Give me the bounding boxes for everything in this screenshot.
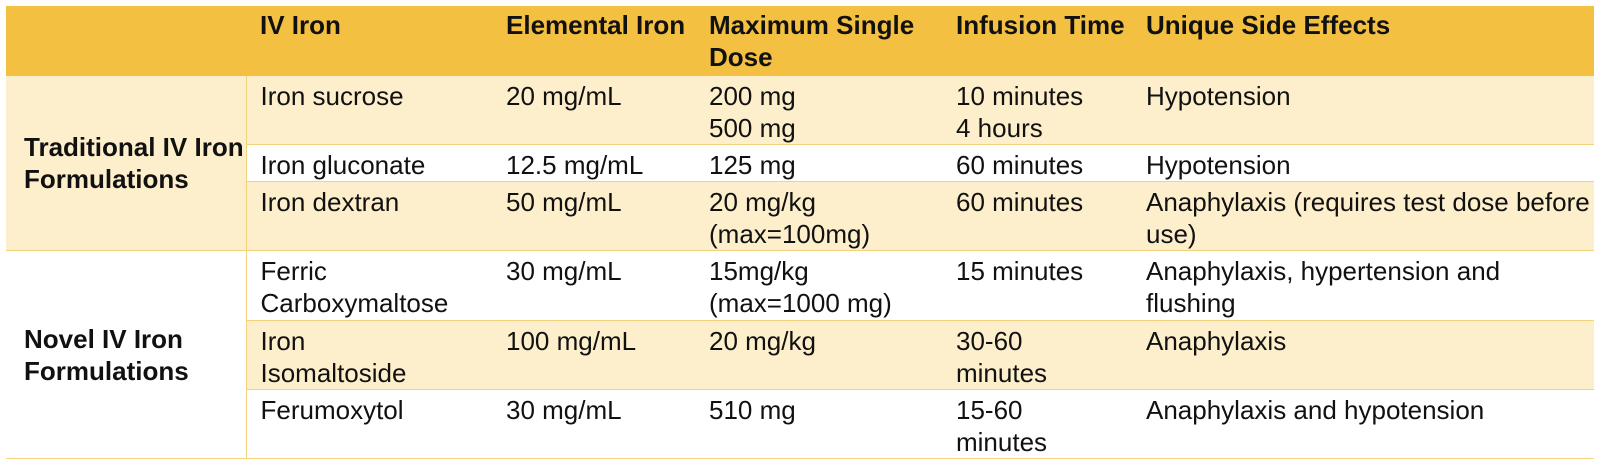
cell-infusion-time: 30-60 minutes xyxy=(942,320,1132,390)
cell-iv-iron: Iron sucrose xyxy=(246,76,492,145)
cell-iv-iron: Ferric Carboxymaltose xyxy=(246,250,492,321)
table-row: Traditional IV Iron Formulations Iron su… xyxy=(6,76,1594,251)
table-row: Iron Isomaltoside 100 mg/mL 20 mg/kg 30-… xyxy=(6,320,1594,390)
cell-side-effects: Hypotension xyxy=(1132,144,1594,182)
header-maximum-single-dose: Maximum Single Dose xyxy=(695,6,942,76)
max-dose-line: 15mg/kg xyxy=(709,256,809,286)
cell-elemental-iron: 30 mg/mL xyxy=(492,250,695,321)
cell-iv-iron: Iron dextran xyxy=(246,181,492,251)
group-label-novel: Novel IV Iron Formulations xyxy=(6,250,247,459)
cell-max-dose: 20 mg/kg (max=100mg) xyxy=(695,181,942,251)
cell-side-effects: Anaphylaxis, hypertension and flushing xyxy=(1132,250,1594,321)
infusion-time-line: 4 hours xyxy=(956,113,1043,143)
iv-iron-table: IV Iron Elemental Iron Maximum Single Do… xyxy=(6,6,1594,459)
cell-elemental-iron: 30 mg/mL xyxy=(492,389,695,459)
table-row: Novel IV Iron Formulations Ferric Carbox… xyxy=(6,250,1594,459)
cell-elemental-iron: 20 mg/mL xyxy=(492,76,695,145)
group-label-traditional: Traditional IV Iron Formulations xyxy=(6,76,247,251)
max-dose-line: 200 mg xyxy=(709,81,796,111)
cell-elemental-iron: 12.5 mg/mL xyxy=(492,144,695,182)
header-unique-side-effects: Unique Side Effects xyxy=(1132,6,1594,76)
cell-side-effects: Anaphylaxis (requires test dose before u… xyxy=(1132,181,1594,251)
max-dose-line: 510 mg xyxy=(709,395,796,425)
cell-side-effects: Anaphylaxis and hypotension xyxy=(1132,389,1594,459)
cell-infusion-time: 60 minutes xyxy=(942,181,1132,251)
cell-infusion-time: 60 minutes xyxy=(942,144,1132,182)
table-row: Iron dextran 50 mg/mL 20 mg/kg (max=100m… xyxy=(6,181,1594,251)
cell-elemental-iron: 50 mg/mL xyxy=(492,181,695,251)
infusion-time-line: 15 minutes xyxy=(956,256,1084,286)
cell-max-dose: 510 mg xyxy=(695,389,942,459)
infusion-time-line: 10 minutes xyxy=(956,81,1084,111)
cell-side-effects: Anaphylaxis xyxy=(1132,320,1594,390)
cell-infusion-time: 15 minutes xyxy=(942,250,1132,321)
table-row: Ferumoxytol 30 mg/mL 510 mg 15-60 minute… xyxy=(6,389,1594,459)
cell-iv-iron: Iron gluconate xyxy=(246,144,492,182)
header-elemental-iron: Elemental Iron xyxy=(492,6,695,76)
max-dose-line: 125 mg xyxy=(709,150,796,180)
header-row: IV Iron Elemental Iron Maximum Single Do… xyxy=(6,6,1594,76)
cell-max-dose: 20 mg/kg xyxy=(695,320,942,390)
header-group xyxy=(6,6,246,76)
header-infusion-time: Infusion Time xyxy=(942,6,1132,76)
cell-max-dose: 125 mg xyxy=(695,144,942,182)
cell-elemental-iron: 100 mg/mL xyxy=(492,320,695,390)
header-iv-iron: IV Iron xyxy=(246,6,492,76)
max-dose-line: 20 mg/kg xyxy=(709,187,816,217)
cell-max-dose: 200 mg 500 mg xyxy=(695,76,942,145)
cell-iv-iron: Iron Isomaltoside xyxy=(246,320,492,390)
max-dose-line: (max=100mg) xyxy=(709,219,871,249)
cell-infusion-time: 15-60 minutes xyxy=(942,389,1132,459)
cell-max-dose: 15mg/kg (max=1000 mg) xyxy=(695,250,942,321)
cell-infusion-time: 10 minutes 4 hours xyxy=(942,76,1132,145)
max-dose-line: 500 mg xyxy=(709,113,796,143)
infusion-time-line: 60 minutes xyxy=(956,187,1084,217)
max-dose-line: 20 mg/kg xyxy=(709,326,816,356)
max-dose-line: (max=1000 mg) xyxy=(709,288,892,318)
infusion-time-line: 60 minutes xyxy=(956,150,1084,180)
cell-iv-iron: Ferumoxytol xyxy=(246,389,492,459)
table-row: Iron gluconate 12.5 mg/mL 125 mg 60 minu… xyxy=(6,144,1594,182)
cell-side-effects: Hypotension xyxy=(1132,76,1594,145)
